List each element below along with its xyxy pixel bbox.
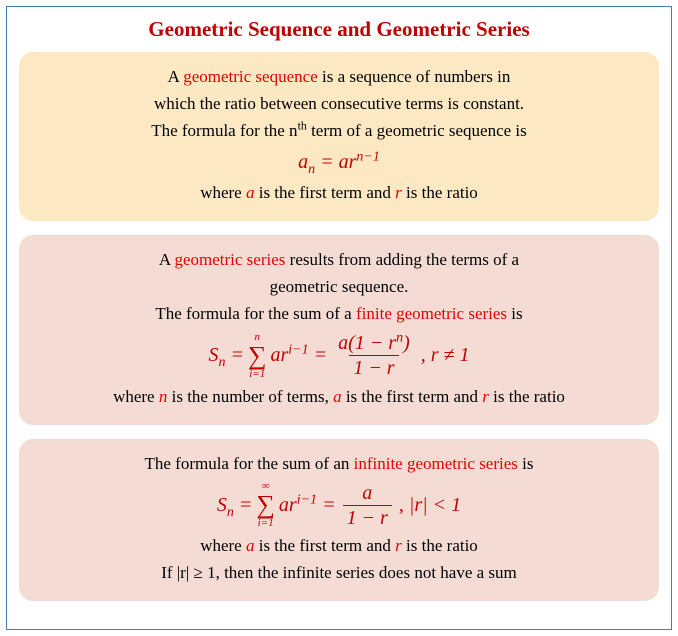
document-frame: Geometric Sequence and Geometric Series … <box>6 6 672 630</box>
series-definition-line1: A geometric series results from adding t… <box>37 249 641 272</box>
infinite-where-clause: where a is the first term and r is the r… <box>37 535 641 558</box>
finite-sum-formula: Sn = n ∑ i=1 ari−1 = a(1 − rn) 1 − r , r… <box>37 332 641 380</box>
card-finite-series: A geometric series results from adding t… <box>19 235 659 425</box>
finite-where-clause: where n is the number of terms, a is the… <box>37 386 641 409</box>
infinite-divergence-note: If |r| ≥ 1, then the infinite series doe… <box>37 562 641 585</box>
fraction: a 1 − r <box>343 482 392 529</box>
card-geometric-sequence: A geometric sequence is a sequence of nu… <box>19 52 659 221</box>
fraction: a(1 − rn) 1 − r <box>334 332 414 379</box>
finite-formula-intro: The formula for the sum of a finite geom… <box>37 303 641 326</box>
card-infinite-series: The formula for the sum of an infinite g… <box>19 439 659 602</box>
infinite-sum-formula: Sn = ∞ ∑ i=1 ari−1 = a 1 − r , |r| < 1 <box>37 481 641 529</box>
page-title: Geometric Sequence and Geometric Series <box>19 17 659 42</box>
seq-where-clause: where a is the first term and r is the r… <box>37 182 641 205</box>
nth-term-formula: an = arn−1 <box>37 149 641 176</box>
term-infinite-series: infinite geometric series <box>354 454 518 473</box>
infinite-formula-intro: The formula for the sum of an infinite g… <box>37 453 641 476</box>
seq-definition-line1: A geometric sequence is a sequence of nu… <box>37 66 641 89</box>
term-finite-series: finite geometric series <box>356 304 507 323</box>
sigma-icon: ∞ ∑ i=1 <box>256 481 275 529</box>
seq-definition-line2: which the ratio between consecutive term… <box>37 93 641 116</box>
series-definition-line2: geometric sequence. <box>37 276 641 299</box>
term-geometric-series: geometric series <box>174 250 285 269</box>
term-geometric-sequence: geometric sequence <box>183 67 318 86</box>
seq-formula-intro: The formula for the nth term of a geomet… <box>37 120 641 143</box>
sigma-icon: n ∑ i=1 <box>248 332 267 380</box>
